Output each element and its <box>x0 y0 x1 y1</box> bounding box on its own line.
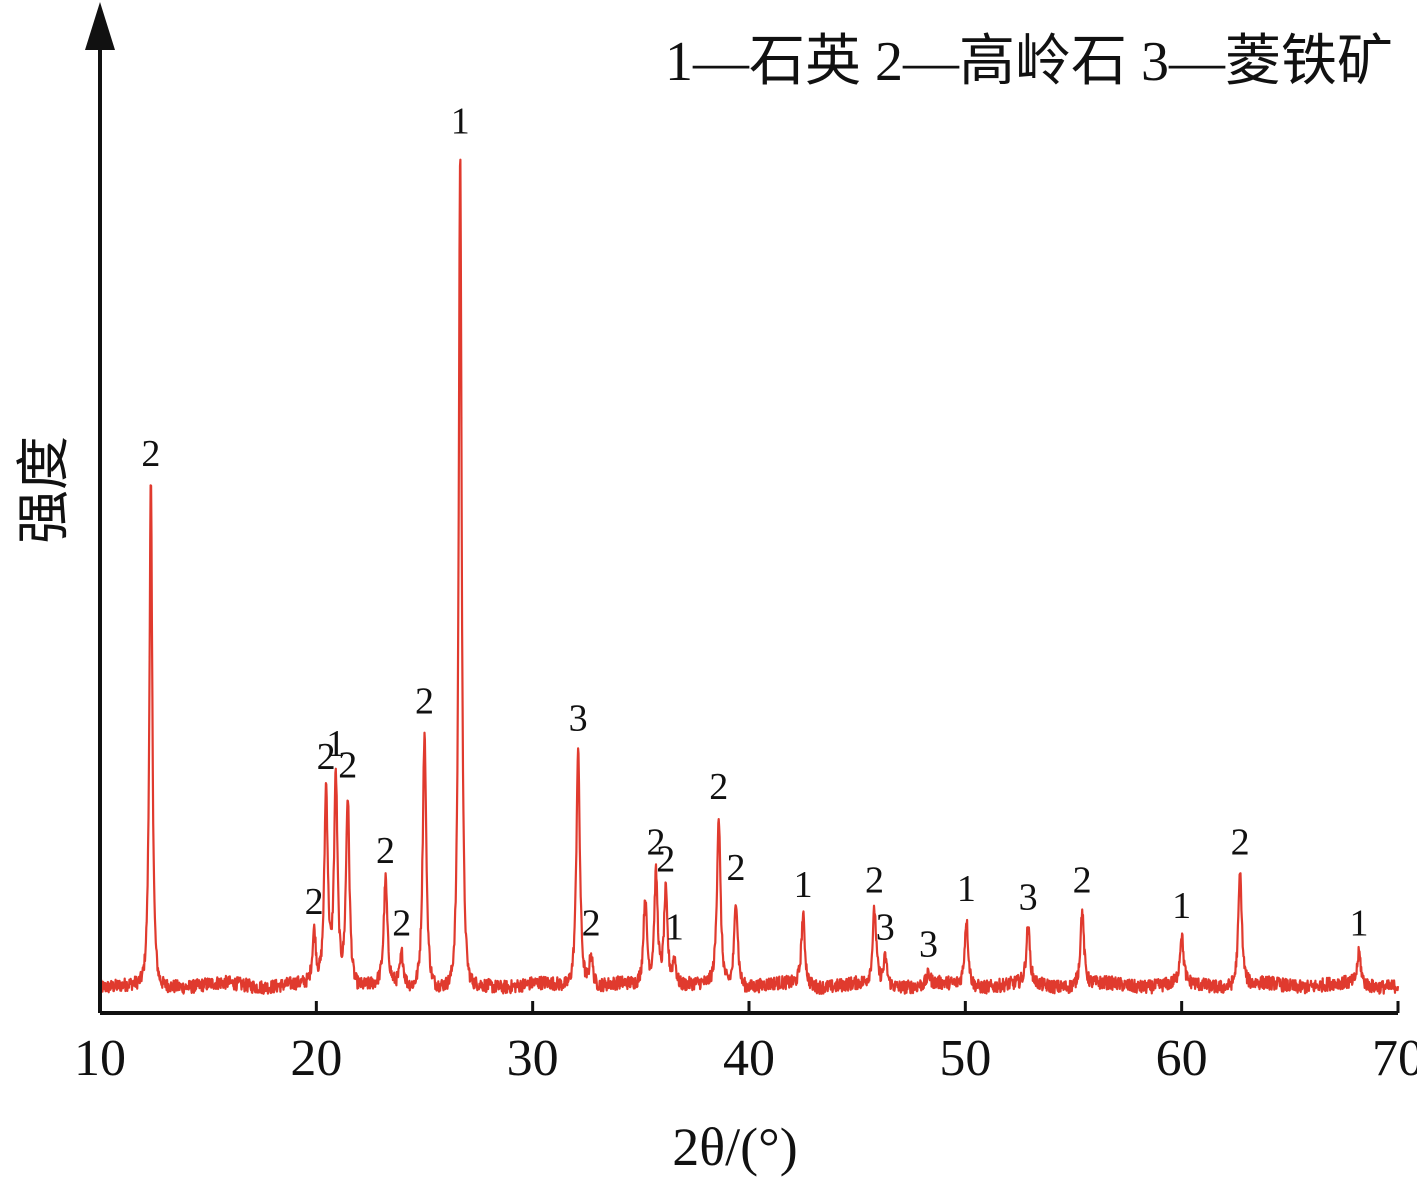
y-axis-title: 强度 <box>14 436 74 544</box>
peak-label: 3 <box>876 907 895 949</box>
peak-label: 3 <box>1019 877 1038 919</box>
peak-label: 1 <box>326 723 345 765</box>
x-tick-label: 60 <box>1156 1030 1208 1087</box>
x-tick-label: 10 <box>74 1030 126 1087</box>
x-axis-title: 2θ/(°) <box>672 1117 797 1177</box>
peak-label: 1 <box>1172 885 1191 927</box>
peak-label: 2 <box>865 860 884 902</box>
peak-label: 2 <box>141 433 160 475</box>
x-ticks: 10 20 30 40 50 60 70 <box>74 1001 1417 1087</box>
peak-label: 2 <box>709 766 728 808</box>
peak-label: 3 <box>569 698 588 740</box>
peak-label: 2 <box>376 830 395 872</box>
peak-label: 2 <box>338 744 357 786</box>
x-tick-label: 40 <box>723 1030 775 1087</box>
peak-label: 1 <box>665 907 684 949</box>
x-tick-label: 50 <box>939 1030 991 1087</box>
peak-label: 2 <box>582 902 601 944</box>
peak-label: 1 <box>794 864 813 906</box>
series-layer <box>100 158 1400 995</box>
peak-label: 2 <box>1231 821 1250 863</box>
peak-label: 2 <box>656 838 675 880</box>
xrd-trace <box>100 158 1400 995</box>
x-tick-label: 30 <box>507 1030 559 1087</box>
peak-label: 1 <box>451 100 470 142</box>
peak-label: 2 <box>415 681 434 723</box>
peak-label: 2 <box>317 736 336 778</box>
peak-label: 2 <box>727 847 746 889</box>
peak-label: 2 <box>305 881 324 923</box>
peak-label: 1 <box>957 868 976 910</box>
legend-text: 1—石英 2—高岭石 3—菱铁矿 <box>665 31 1393 93</box>
x-tick-label: 20 <box>290 1030 342 1087</box>
y-axis-arrow <box>85 2 115 50</box>
x-tick-label: 70 <box>1372 1030 1417 1087</box>
peak-label: 2 <box>392 902 411 944</box>
peak-label: 2 <box>1073 860 1092 902</box>
peak-label: 1 <box>1350 902 1369 944</box>
peak-label: 3 <box>919 924 938 966</box>
peak-label: 2 <box>646 821 665 863</box>
